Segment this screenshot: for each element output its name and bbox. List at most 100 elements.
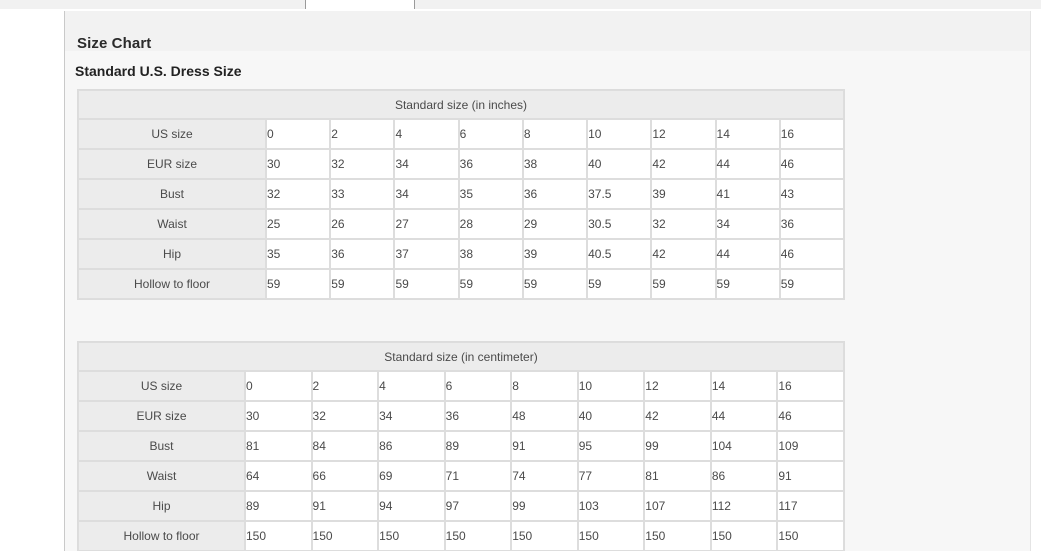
value-cell: 10	[587, 119, 652, 149]
value-cell: 44	[710, 401, 778, 431]
value-cell: 81	[644, 461, 711, 491]
page-title: Size Chart	[77, 35, 152, 52]
value-cell: 35	[266, 239, 331, 269]
value-cell: 10	[577, 371, 645, 401]
value-cell: 89	[245, 491, 312, 521]
value-cell: 86	[710, 461, 778, 491]
browser-tab-strip	[0, 0, 1041, 9]
table-row: Hollow to floor 150 150 150 150 150 150 150 150 1…	[78, 521, 845, 551]
size-chart-page: Size Chart Standard U.S. Dress Size Stan…	[64, 11, 1030, 551]
tab-right-inactive[interactable]	[415, 0, 1041, 9]
value-cell: 86	[378, 431, 445, 461]
value-cell: 12	[651, 119, 716, 149]
value-cell: 6	[458, 119, 523, 149]
value-cell: 150	[577, 521, 645, 551]
value-cell: 112	[710, 491, 778, 521]
size-table-inches: Standard size (in inches) US size 0 2 4 6 8 10 1…	[77, 89, 845, 300]
table-caption-row: Standard size (in centimeter)	[78, 342, 845, 371]
value-cell: 36	[779, 209, 844, 239]
value-cell: 42	[644, 401, 711, 431]
value-cell: 150	[444, 521, 512, 551]
value-cell: 150	[511, 521, 578, 551]
value-cell: 8	[511, 371, 578, 401]
row-label: EUR size	[78, 149, 266, 179]
value-cell: 36	[522, 179, 588, 209]
value-cell: 150	[644, 521, 711, 551]
value-cell: 38	[458, 239, 523, 269]
value-cell: 74	[511, 461, 578, 491]
value-cell: 0	[266, 119, 331, 149]
value-cell: 66	[311, 461, 379, 491]
row-label: Waist	[78, 461, 245, 491]
value-cell: 16	[777, 371, 845, 401]
value-cell: 36	[458, 149, 523, 179]
value-cell: 109	[777, 431, 845, 461]
value-cell: 32	[266, 179, 331, 209]
table-row: US size 0 2 4 6 8 10 12 14 16	[78, 119, 844, 149]
value-cell: 44	[715, 149, 780, 179]
value-cell: 34	[394, 149, 459, 179]
value-cell: 37.5	[587, 179, 652, 209]
row-label: Hip	[78, 239, 266, 269]
value-cell: 99	[644, 431, 711, 461]
value-cell: 14	[710, 371, 778, 401]
value-cell: 34	[394, 179, 459, 209]
tab-active[interactable]	[305, 0, 415, 9]
value-cell: 40	[587, 149, 652, 179]
tab-left-inactive[interactable]	[0, 0, 305, 9]
value-cell: 91	[311, 491, 379, 521]
table-row: Hip 35 36 37 38 39 40.5 42 44 46	[78, 239, 844, 269]
table-caption: Standard size (in inches)	[78, 90, 844, 119]
value-cell: 59	[330, 269, 395, 299]
value-cell: 107	[644, 491, 711, 521]
table-row: US size 0 2 4 6 8 10 12 14 16	[78, 371, 845, 401]
value-cell: 40.5	[587, 239, 652, 269]
value-cell: 30.5	[587, 209, 652, 239]
value-cell: 39	[522, 239, 588, 269]
value-cell: 59	[651, 269, 716, 299]
value-cell: 34	[378, 401, 445, 431]
table-row: EUR size 30 32 34 36 38 40 42 44 46	[78, 149, 844, 179]
value-cell: 27	[394, 209, 459, 239]
value-cell: 16	[779, 119, 844, 149]
value-cell: 43	[779, 179, 844, 209]
value-cell: 150	[245, 521, 312, 551]
value-cell: 37	[394, 239, 459, 269]
value-cell: 36	[444, 401, 512, 431]
value-cell: 95	[577, 431, 645, 461]
value-cell: 46	[777, 401, 845, 431]
value-cell: 14	[715, 119, 780, 149]
value-cell: 81	[245, 431, 312, 461]
value-cell: 59	[779, 269, 844, 299]
row-label: Hollow to floor	[78, 521, 245, 551]
value-cell: 33	[330, 179, 395, 209]
value-cell: 32	[651, 209, 716, 239]
value-cell: 42	[651, 239, 716, 269]
value-cell: 2	[330, 119, 395, 149]
row-label: Bust	[78, 431, 245, 461]
value-cell: 97	[444, 491, 512, 521]
value-cell: 39	[651, 179, 716, 209]
table-row: Hollow to floor 59 59 59 59 59 59 59 59 59	[78, 269, 844, 299]
page-right-edge	[1030, 11, 1031, 551]
value-cell: 2	[311, 371, 379, 401]
value-cell: 12	[644, 371, 711, 401]
value-cell: 32	[330, 149, 395, 179]
value-cell: 59	[522, 269, 588, 299]
value-cell: 48	[511, 401, 578, 431]
value-cell: 89	[444, 431, 512, 461]
value-cell: 150	[378, 521, 445, 551]
value-cell: 150	[710, 521, 778, 551]
size-table-centimeter: Standard size (in centimeter) US size 0 2 4 6…	[77, 341, 846, 551]
table-row: Bust 32 33 34 35 36 37.5 39 41 43	[78, 179, 844, 209]
row-label: US size	[78, 119, 266, 149]
value-cell: 69	[378, 461, 445, 491]
value-cell: 6	[444, 371, 512, 401]
table-caption-row: Standard size (in inches)	[78, 90, 844, 119]
value-cell: 44	[715, 239, 780, 269]
row-label: Hollow to floor	[78, 269, 266, 299]
table-spacer	[77, 303, 845, 331]
table-caption: Standard size (in centimeter)	[78, 342, 845, 371]
value-cell: 84	[311, 431, 379, 461]
value-cell: 117	[777, 491, 845, 521]
